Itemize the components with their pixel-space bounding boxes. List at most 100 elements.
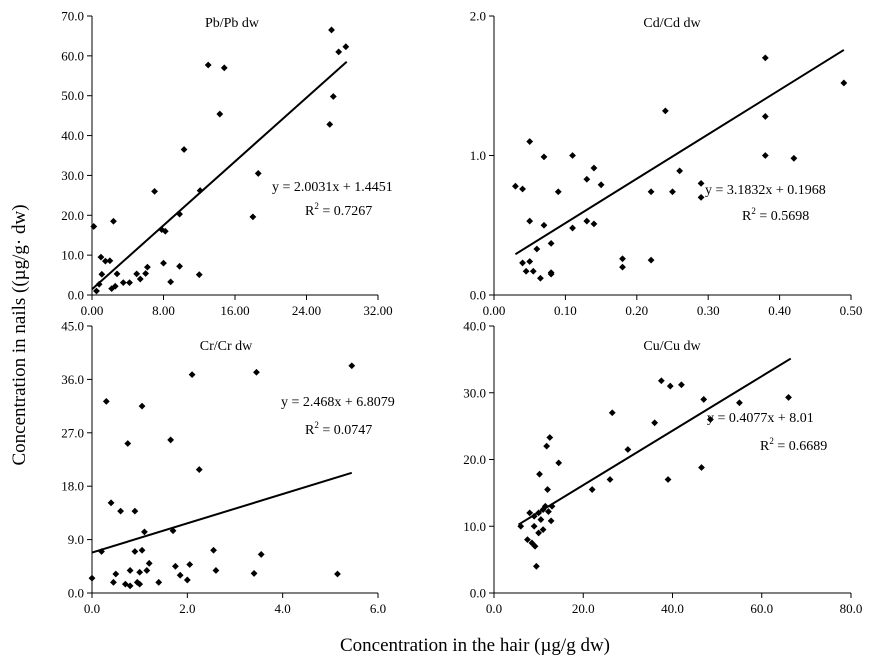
chart-panel-4: 0.0 10.0 20.0 30.0 40.0 0.0 20.0 40.0 60.0 80.0 Cu… [463,319,862,617]
data-point [183,576,191,584]
data-point [348,362,356,370]
chart-panel-3: 0.0 9.0 18.0 27.0 36.0 45.0 0.0 2.0 4.0 6.0 Cr/Cr … [61,319,395,617]
r-squared-label: R2 = 0.5698 [742,206,809,224]
x-axis-title: Concentration in the hair (µg/g dw) [340,635,610,656]
data-point [678,381,685,389]
y-axis-title: Concentration in nails ((µg/g· dw) [9,204,30,465]
y-tick-label: 9.0 [68,532,84,547]
y-tick-label: 20.0 [61,208,84,223]
data-point [176,262,183,270]
data-point [522,267,530,275]
panel-title: Cu/Cu dw [643,339,701,354]
data-point [526,217,534,225]
trendline [91,471,353,554]
data-point [532,562,540,570]
data-point [126,279,133,287]
x-tick-label: 20.0 [572,601,595,616]
data-point [540,153,548,161]
data-point [90,223,98,230]
data-point [117,507,124,515]
data-point [664,476,672,483]
x-tick-label: 16.00 [220,303,249,318]
data-point [700,396,708,403]
x-tick-label: 6.0 [370,601,386,616]
x-tick-label: 4.0 [275,601,291,616]
data-point [761,152,769,159]
data-point [569,152,576,159]
x-tick-label: 80.0 [840,601,863,616]
data-point [126,567,134,574]
data-point [113,270,121,278]
data-point [169,527,177,535]
data-point [535,509,543,517]
y-tick-label: 45.0 [61,319,84,334]
panel-title: Cd/Cd dw [643,16,701,31]
data-point [126,582,134,590]
y-tick-label: 30.0 [463,385,486,400]
panel-title: Cr/Cr dw [200,339,253,354]
data-point [212,567,220,574]
data-point [647,188,655,196]
data-point [176,210,183,218]
data-point [761,113,769,120]
data-point [167,278,175,286]
data-point [517,522,525,530]
r-squared-label: R2 = 0.7267 [305,201,372,219]
trendline [91,60,348,290]
data-point [545,508,552,515]
data-point [536,470,543,478]
data-point [606,476,614,483]
x-tick-label: 0.10 [554,303,577,318]
data-point [143,567,151,574]
data-point [144,263,151,271]
r-squared-label: R2 = 0.0747 [305,420,372,438]
data-point [176,571,184,579]
x-tick-label: 8.00 [152,303,175,318]
x-tick-label: 40.0 [661,601,684,616]
data-point [512,182,519,190]
data-point [537,516,545,523]
x-tick-label: 0.0 [84,601,100,616]
y-tick-label: 18.0 [61,479,84,494]
data-point [761,54,769,62]
y-tick-label: 1.0 [470,148,486,163]
y-tick-label: 20.0 [463,452,486,467]
data-point [624,446,632,453]
data-point [519,259,526,267]
data-point [204,61,212,69]
data-point [102,397,110,405]
data-point [141,528,148,536]
y-tick-label: 27.0 [61,425,84,440]
data-point [524,536,531,543]
data-point [666,382,674,390]
data-point [220,64,228,72]
data-point [530,512,538,520]
data-point [155,578,163,586]
data-point [97,253,105,261]
data-point [138,402,146,410]
data-point [195,466,203,473]
data-point [106,257,114,265]
data-point [131,507,139,515]
data-point [253,368,260,376]
data-point [110,217,117,225]
x-tick-label: 32.00 [363,303,392,318]
y-tick-label: 0.0 [470,586,486,601]
data-point [88,574,96,582]
data-point [619,255,626,263]
data-point [158,226,166,234]
data-point [548,502,556,510]
y-tick-label: 10.0 [61,248,84,263]
data-point [547,517,555,525]
data-point [136,568,144,576]
data-point [110,578,117,586]
trendline [514,49,845,256]
y-tick-label: 30.0 [61,168,84,183]
regression-equation: y = 2.0031x + 1.4451 [272,180,393,195]
x-tick-label: 0.20 [625,303,648,318]
data-point [657,377,665,385]
data-point [597,181,605,189]
data-point [790,154,798,162]
data-point [108,285,116,293]
data-point [195,271,203,279]
